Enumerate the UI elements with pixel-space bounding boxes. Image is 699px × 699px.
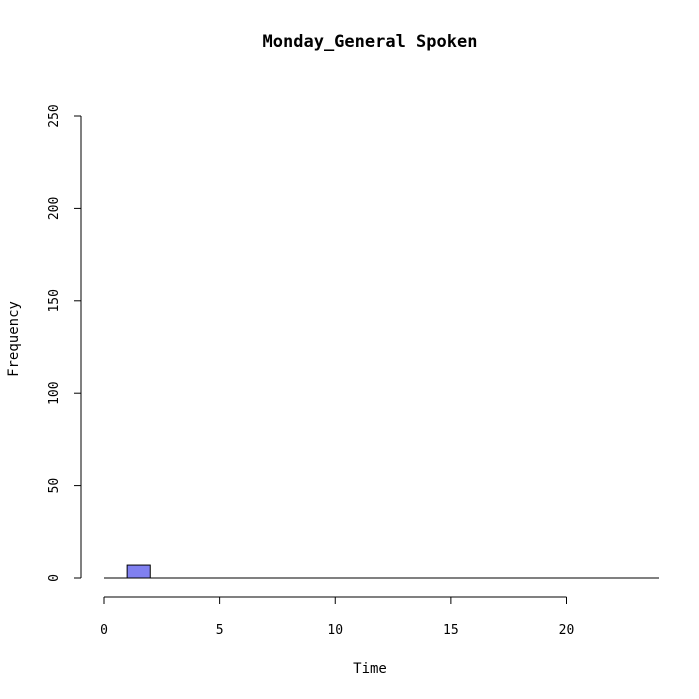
bars-group — [104, 564, 659, 579]
chart-title: Monday_General Spoken — [263, 32, 478, 52]
histogram-bar — [126, 564, 151, 579]
y-tick-label: 250 — [47, 104, 62, 127]
x-tick-label: 5 — [216, 623, 224, 638]
x-tick-label: 15 — [443, 623, 459, 638]
x-axis: 0 5 10 15 20 — [100, 596, 575, 638]
x-tick-label: 0 — [100, 623, 108, 638]
x-tick-label: 10 — [327, 623, 343, 638]
x-axis-label: Time — [353, 661, 387, 677]
y-tick-label: 100 — [47, 381, 62, 404]
x-tick-label: 20 — [559, 623, 575, 638]
y-axis: 0 50 100 150 200 250 — [47, 104, 82, 582]
y-tick-label: 50 — [47, 478, 62, 494]
y-axis-label: Frequency — [6, 301, 22, 377]
y-tick-label: 200 — [47, 197, 62, 220]
y-tick-label: 150 — [47, 289, 62, 312]
y-tick-label: 0 — [47, 574, 62, 582]
